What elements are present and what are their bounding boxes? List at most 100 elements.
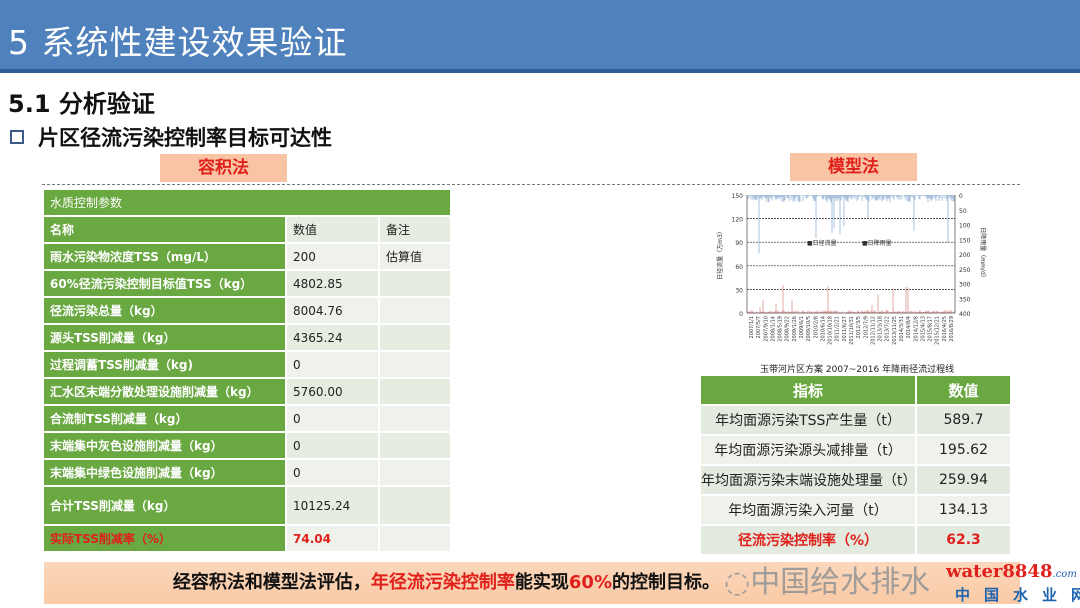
wechat-icon: ◌: [724, 565, 751, 600]
note-cell: [380, 298, 452, 323]
note-cell: [380, 271, 452, 296]
rainfall-runoff-chart: 1501209060300050100150200250300350400■日径…: [716, 193, 987, 345]
y-axis-label: 日径流量（万m3）: [716, 228, 724, 280]
x-tick-label: 2011/6/27: [842, 316, 848, 342]
y2-tick-label: 100: [959, 223, 971, 230]
x-tick-label: 2012/3/5: [856, 316, 862, 338]
x-tick-label: 2010/2/8: [813, 316, 819, 338]
x-tick-label: 2008/9/22: [785, 316, 791, 342]
y-tick-label: 150: [732, 193, 744, 200]
name-cell: 末端集中绿色设施削减量（kg）: [44, 460, 287, 485]
name-cell: 实际TSS削减率（%）: [44, 526, 287, 551]
legend-runoff: ■日径流量: [807, 239, 837, 247]
table-row: 合流制TSS削减量（kg） 0: [44, 406, 452, 431]
name-cell: 径流污染总量（kg）: [44, 298, 287, 323]
value-cell: 8004.76: [287, 298, 380, 323]
x-tick-label: 2008/5/19: [778, 316, 784, 342]
slide-title: 5 系统性建设效果验证: [8, 23, 348, 62]
y2-tick-label: 350: [959, 296, 971, 303]
x-tick-label: 2011/10/31: [849, 316, 855, 345]
dashed-divider: [42, 184, 1020, 185]
y2-axis-label: 日降雨量（mm/d）: [979, 227, 987, 281]
y-tick-label: 90: [735, 240, 743, 247]
value-cell: 134.13: [917, 496, 1012, 524]
note-cell: [380, 379, 452, 404]
bullet-heading: 片区径流污染控制率目标可达性: [10, 122, 332, 152]
y2-tick-label: 400: [959, 311, 971, 318]
indicator-cell: 年均面源污染入河量（t）: [701, 496, 917, 524]
section-title: 5.1 分析验证: [8, 90, 155, 118]
banner-text: 经容积法和模型法评估，: [172, 572, 371, 593]
name-cell: 末端集中灰色设施削减量（kg）: [44, 433, 287, 458]
chart-caption: 玉带河片区方案 2007~2016 年降雨径流过程线: [760, 365, 955, 375]
table-row: 径流污染控制率（%） 62.3: [701, 526, 1012, 554]
table-row: 径流污染总量（kg） 8004.76: [44, 298, 452, 323]
x-tick-label: 2007/5/7: [756, 316, 762, 338]
value-cell: 0: [287, 460, 380, 485]
header-cell: 备注: [380, 217, 452, 242]
note-cell: [380, 352, 452, 377]
table-row: 60%径流污染控制目标值TSS（kg） 4802.85: [44, 271, 452, 296]
table-row: 年均面源污染源头减排量（t） 195.62: [701, 436, 1012, 464]
logo-suffix: .com: [1052, 569, 1077, 580]
banner-text: 能实现: [514, 572, 569, 593]
wechat-watermark: ◌中国给水排水: [724, 566, 930, 600]
note-cell: 估算值: [380, 244, 452, 269]
indicator-cell: 年均面源污染末端设施处理量（t）: [701, 466, 917, 494]
x-tick-label: 2012/11/12: [870, 316, 876, 345]
indicator-cell: 径流污染控制率（%）: [701, 526, 917, 554]
table-row: 末端集中灰色设施削减量（kg） 0: [44, 433, 452, 458]
table-header-row: 指标 数值: [701, 376, 1012, 404]
x-tick-label: 2010/10/18: [828, 316, 834, 345]
table-row: 合计TSS削减量（kg） 10125.24: [44, 487, 452, 524]
x-tick-label: 2014/3/31: [899, 316, 905, 342]
note-cell: [380, 526, 452, 551]
value-cell: 0: [287, 406, 380, 431]
x-tick-label: 2014/8/4: [906, 316, 912, 338]
value-cell: 62.3: [917, 526, 1012, 554]
x-tick-label: 2014/12/8: [913, 316, 919, 342]
name-cell: 过程调蓄TSS削减量（kg): [44, 352, 287, 377]
x-tick-label: 2009/1/26: [792, 316, 798, 342]
table-header-row: 名称 数值 备注: [44, 217, 452, 242]
volume-method-tag: 容积法: [160, 154, 287, 182]
value-cell: 4365.24: [287, 325, 380, 350]
name-cell: 源头TSS削减量（kg）: [44, 325, 287, 350]
value-cell: 200: [287, 244, 380, 269]
table-row: 年均面源污染TSS产生量（t） 589.7: [701, 406, 1012, 434]
site-logo-cn: 中国水业网: [955, 586, 1080, 604]
x-tick-label: 2013/11/25: [892, 316, 898, 345]
x-tick-label: 2009/10/5: [806, 316, 812, 342]
table-title: 水质控制参数: [44, 190, 452, 215]
value-cell: 589.7: [917, 406, 1012, 434]
water-quality-table: 水质控制参数 名称 数值 备注 雨水污染物浓度TSS（mg/L） 200 估算值 60%径…: [44, 188, 452, 553]
value-cell: 259.94: [917, 466, 1012, 494]
y2-tick-label: 0: [959, 193, 963, 200]
table-row: 年均面源污染入河量（t） 134.13: [701, 496, 1012, 524]
x-tick-label: 2015/12/21: [935, 316, 941, 345]
value-cell: 5760.00: [287, 379, 380, 404]
table-row: 末端集中绿色设施削减量（kg） 0: [44, 460, 452, 485]
note-cell: [380, 325, 452, 350]
header-cell: 数值: [287, 217, 380, 242]
note-cell: [380, 406, 452, 431]
conclusion-banner: 经容积法和模型法评估，年径流污染控制率能实现60%的控制目标。: [44, 562, 1020, 604]
x-tick-label: 2013/3/18: [878, 316, 884, 342]
y2-tick-label: 150: [959, 237, 971, 244]
name-cell: 汇水区末端分散处理设施削减量（kg）: [44, 379, 287, 404]
y2-tick-label: 50: [959, 208, 967, 215]
table-row: 汇水区末端分散处理设施削减量（kg） 5760.00: [44, 379, 452, 404]
legend-rain: ■日降雨量: [862, 239, 892, 247]
watermark-text: 中国给水排水: [750, 565, 931, 600]
table-row: 实际TSS削减率（%） 74.04: [44, 526, 452, 551]
value-cell: 74.04: [287, 526, 380, 551]
value-cell: 0: [287, 433, 380, 458]
y2-tick-label: 300: [959, 282, 971, 289]
x-tick-label: 2012/7/9: [863, 316, 869, 338]
value-cell: 195.62: [917, 436, 1012, 464]
header-cell: 指标: [701, 376, 917, 404]
x-tick-label: 2007/1/1: [749, 316, 755, 338]
x-tick-label: 2015/8/17: [928, 316, 934, 342]
value-cell: 4802.85: [287, 271, 380, 296]
x-tick-label: 2011/2/21: [835, 316, 841, 342]
